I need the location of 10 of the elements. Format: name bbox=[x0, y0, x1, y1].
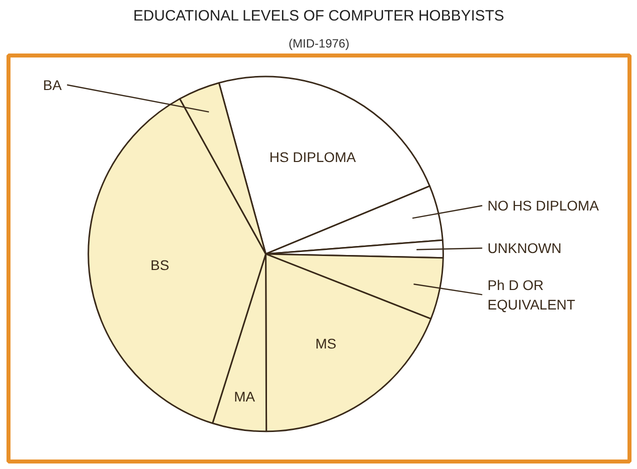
slice-label: BS bbox=[150, 256, 170, 273]
slice-label: HS DIPLOMA bbox=[269, 148, 356, 165]
slice-label: MS bbox=[315, 335, 336, 352]
slice-label: UNKNOWN bbox=[488, 240, 562, 256]
slice-label: NO HS DIPLOMA bbox=[488, 198, 600, 214]
chart-subtitle: (MID-1976) bbox=[288, 36, 350, 50]
slice-label: MA bbox=[234, 388, 256, 405]
slice-label: BA bbox=[43, 76, 62, 93]
slice-label: Ph D OR EQUIVALENT bbox=[488, 277, 576, 312]
chart-title: EDUCATIONAL LEVELS OF COMPUTER HOBBYISTS bbox=[133, 8, 504, 24]
